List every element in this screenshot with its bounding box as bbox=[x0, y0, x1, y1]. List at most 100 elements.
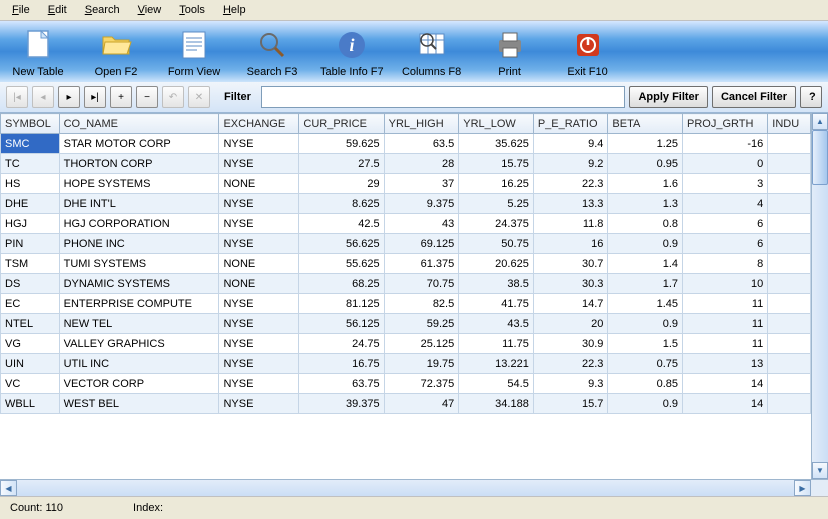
table-cell[interactable]: 16 bbox=[533, 234, 608, 254]
print-button[interactable]: Print bbox=[480, 27, 540, 78]
table-cell[interactable]: 13.3 bbox=[533, 194, 608, 214]
table-cell[interactable]: 14.7 bbox=[533, 294, 608, 314]
menu-help[interactable]: Help bbox=[215, 2, 254, 18]
table-cell[interactable]: UTIL INC bbox=[59, 354, 219, 374]
table-cell[interactable]: NYSE bbox=[219, 394, 299, 414]
table-row[interactable]: TSMTUMI SYSTEMSNONE55.62561.37520.62530.… bbox=[1, 254, 811, 274]
table-cell[interactable] bbox=[768, 334, 811, 354]
table-cell[interactable]: NYSE bbox=[219, 234, 299, 254]
table-cell[interactable]: 1.4 bbox=[608, 254, 683, 274]
table-cell[interactable]: 20 bbox=[533, 314, 608, 334]
table-cell[interactable]: 30.9 bbox=[533, 334, 608, 354]
table-cell[interactable]: 9.375 bbox=[384, 194, 459, 214]
table-cell[interactable] bbox=[768, 214, 811, 234]
table-row[interactable]: WBLLWEST BELNYSE39.3754734.18815.70.914 bbox=[1, 394, 811, 414]
table-cell[interactable]: NONE bbox=[219, 274, 299, 294]
table-cell[interactable]: 9.4 bbox=[533, 134, 608, 154]
table-cell[interactable]: 30.7 bbox=[533, 254, 608, 274]
menu-view[interactable]: View bbox=[130, 2, 170, 18]
scroll-left-arrow[interactable]: ◀ bbox=[0, 480, 17, 496]
table-row[interactable]: VGVALLEY GRAPHICSNYSE24.7525.12511.7530.… bbox=[1, 334, 811, 354]
table-row[interactable]: ECENTERPRISE COMPUTENYSE81.12582.541.751… bbox=[1, 294, 811, 314]
table-cell[interactable]: 56.625 bbox=[299, 234, 384, 254]
table-cell[interactable]: WBLL bbox=[1, 394, 60, 414]
table-cell[interactable]: 16.25 bbox=[459, 174, 534, 194]
data-table[interactable]: SYMBOLCO_NAMEEXCHANGECUR_PRICEYRL_HIGHYR… bbox=[0, 113, 811, 414]
table-cell[interactable]: 0.9 bbox=[608, 234, 683, 254]
table-cell[interactable]: 1.7 bbox=[608, 274, 683, 294]
table-cell[interactable] bbox=[768, 234, 811, 254]
table-cell[interactable]: NYSE bbox=[219, 374, 299, 394]
table-cell[interactable]: 11.8 bbox=[533, 214, 608, 234]
table-cell[interactable]: 5.25 bbox=[459, 194, 534, 214]
table-cell[interactable]: VECTOR CORP bbox=[59, 374, 219, 394]
table-cell[interactable]: NYSE bbox=[219, 134, 299, 154]
table-cell[interactable]: HS bbox=[1, 174, 60, 194]
open-button[interactable]: Open F2 bbox=[86, 27, 146, 78]
table-row[interactable]: SMCSTAR MOTOR CORPNYSE59.62563.535.6259.… bbox=[1, 134, 811, 154]
table-cell[interactable]: 69.125 bbox=[384, 234, 459, 254]
new-table-button[interactable]: New Table bbox=[8, 27, 68, 78]
table-cell[interactable]: 9.3 bbox=[533, 374, 608, 394]
menu-file[interactable]: File bbox=[4, 2, 38, 18]
column-header-yrl_high[interactable]: YRL_HIGH bbox=[384, 114, 459, 134]
table-cell[interactable] bbox=[768, 374, 811, 394]
column-header-beta[interactable]: BETA bbox=[608, 114, 683, 134]
table-cell[interactable]: NONE bbox=[219, 254, 299, 274]
table-cell[interactable]: 22.3 bbox=[533, 174, 608, 194]
scroll-htrack[interactable] bbox=[17, 480, 794, 496]
table-cell[interactable]: 28 bbox=[384, 154, 459, 174]
scroll-thumb[interactable] bbox=[812, 130, 828, 185]
table-cell[interactable]: 34.188 bbox=[459, 394, 534, 414]
table-cell[interactable]: THORTON CORP bbox=[59, 154, 219, 174]
table-cell[interactable]: HGJ CORPORATION bbox=[59, 214, 219, 234]
nav-undo-button[interactable]: ↶ bbox=[162, 86, 184, 108]
table-cell[interactable]: 61.375 bbox=[384, 254, 459, 274]
table-cell[interactable]: TUMI SYSTEMS bbox=[59, 254, 219, 274]
table-cell[interactable]: 8.625 bbox=[299, 194, 384, 214]
table-cell[interactable]: 59.625 bbox=[299, 134, 384, 154]
table-cell[interactable]: 70.75 bbox=[384, 274, 459, 294]
nav-remove-button[interactable]: − bbox=[136, 86, 158, 108]
table-cell[interactable]: 43 bbox=[384, 214, 459, 234]
table-row[interactable]: VCVECTOR CORPNYSE63.7572.37554.59.30.851… bbox=[1, 374, 811, 394]
table-row[interactable]: HGJHGJ CORPORATIONNYSE42.54324.37511.80.… bbox=[1, 214, 811, 234]
table-info-button[interactable]: iTable Info F7 bbox=[320, 27, 384, 78]
columns-button[interactable]: Columns F8 bbox=[402, 27, 462, 78]
nav-prev-button[interactable]: ◂ bbox=[32, 86, 54, 108]
table-cell[interactable]: NYSE bbox=[219, 294, 299, 314]
table-cell[interactable]: 43.5 bbox=[459, 314, 534, 334]
table-row[interactable]: PINPHONE INCNYSE56.62569.12550.75160.96 bbox=[1, 234, 811, 254]
table-cell[interactable]: 0.8 bbox=[608, 214, 683, 234]
menu-search[interactable]: Search bbox=[77, 2, 128, 18]
menu-tools[interactable]: Tools bbox=[171, 2, 213, 18]
table-cell[interactable]: NYSE bbox=[219, 154, 299, 174]
table-cell[interactable]: NYSE bbox=[219, 314, 299, 334]
table-cell[interactable]: 20.625 bbox=[459, 254, 534, 274]
table-cell[interactable] bbox=[768, 254, 811, 274]
table-cell[interactable]: 6 bbox=[683, 214, 768, 234]
exit-button[interactable]: Exit F10 bbox=[558, 27, 618, 78]
table-cell[interactable] bbox=[768, 394, 811, 414]
table-cell[interactable]: VG bbox=[1, 334, 60, 354]
table-cell[interactable]: 54.5 bbox=[459, 374, 534, 394]
apply-filter-button[interactable]: Apply Filter bbox=[629, 86, 708, 108]
table-cell[interactable]: 8 bbox=[683, 254, 768, 274]
nav-add-button[interactable]: + bbox=[110, 86, 132, 108]
table-cell[interactable]: 0.9 bbox=[608, 394, 683, 414]
table-cell[interactable]: DS bbox=[1, 274, 60, 294]
column-header-proj_grth[interactable]: PROJ_GRTH bbox=[683, 114, 768, 134]
help-button[interactable]: ? bbox=[800, 86, 822, 108]
table-cell[interactable]: 63.5 bbox=[384, 134, 459, 154]
table-cell[interactable]: 1.3 bbox=[608, 194, 683, 214]
table-cell[interactable]: NEW TEL bbox=[59, 314, 219, 334]
table-cell[interactable]: 11.75 bbox=[459, 334, 534, 354]
table-cell[interactable]: VALLEY GRAPHICS bbox=[59, 334, 219, 354]
column-header-indu[interactable]: INDU bbox=[768, 114, 811, 134]
table-cell[interactable]: TC bbox=[1, 154, 60, 174]
table-cell[interactable]: 81.125 bbox=[299, 294, 384, 314]
table-cell[interactable]: 0.85 bbox=[608, 374, 683, 394]
table-cell[interactable]: STAR MOTOR CORP bbox=[59, 134, 219, 154]
table-cell[interactable]: 39.375 bbox=[299, 394, 384, 414]
table-cell[interactable]: SMC bbox=[1, 134, 60, 154]
